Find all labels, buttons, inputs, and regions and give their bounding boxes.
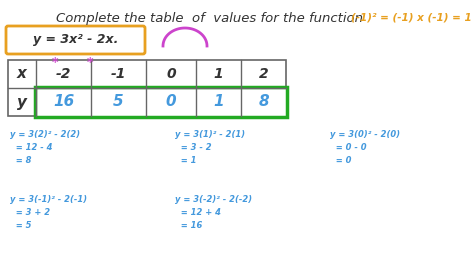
Text: y: y bbox=[17, 94, 27, 110]
Text: 5: 5 bbox=[113, 94, 124, 110]
Text: *: * bbox=[52, 56, 58, 69]
Text: 1: 1 bbox=[213, 94, 224, 110]
Text: x: x bbox=[17, 66, 27, 81]
Text: -1: -1 bbox=[111, 67, 126, 81]
FancyBboxPatch shape bbox=[8, 60, 286, 116]
Text: 1: 1 bbox=[214, 67, 223, 81]
Text: 2: 2 bbox=[259, 67, 268, 81]
Text: (-1)² = (-1) x (-1) = 1: (-1)² = (-1) x (-1) = 1 bbox=[351, 12, 472, 22]
Text: y = 3(-2)² - 2(-2)
  = 12 + 4
  = 16: y = 3(-2)² - 2(-2) = 12 + 4 = 16 bbox=[175, 195, 252, 230]
Text: y = 3x² - 2x.: y = 3x² - 2x. bbox=[33, 34, 118, 47]
Text: 16: 16 bbox=[53, 94, 74, 110]
Text: y = 3(0)² - 2(0)
  = 0 - 0
  = 0: y = 3(0)² - 2(0) = 0 - 0 = 0 bbox=[330, 130, 400, 165]
FancyBboxPatch shape bbox=[35, 87, 287, 117]
Text: y = 3(-1)² - 2(-1)
  = 3 + 2
  = 5: y = 3(-1)² - 2(-1) = 3 + 2 = 5 bbox=[10, 195, 87, 230]
Text: *: * bbox=[87, 56, 93, 69]
Text: y = 3(1)² - 2(1)
  = 3 - 2
  = 1: y = 3(1)² - 2(1) = 3 - 2 = 1 bbox=[175, 130, 245, 165]
Text: 0: 0 bbox=[166, 94, 176, 110]
Text: y = 3(2)² - 2(2)
  = 12 - 4
  = 8: y = 3(2)² - 2(2) = 12 - 4 = 8 bbox=[10, 130, 80, 165]
Text: 8: 8 bbox=[258, 94, 269, 110]
Text: -2: -2 bbox=[56, 67, 71, 81]
Text: 0: 0 bbox=[166, 67, 176, 81]
Text: Complete the table  of  values for the function: Complete the table of values for the fun… bbox=[56, 12, 364, 25]
FancyBboxPatch shape bbox=[6, 26, 145, 54]
